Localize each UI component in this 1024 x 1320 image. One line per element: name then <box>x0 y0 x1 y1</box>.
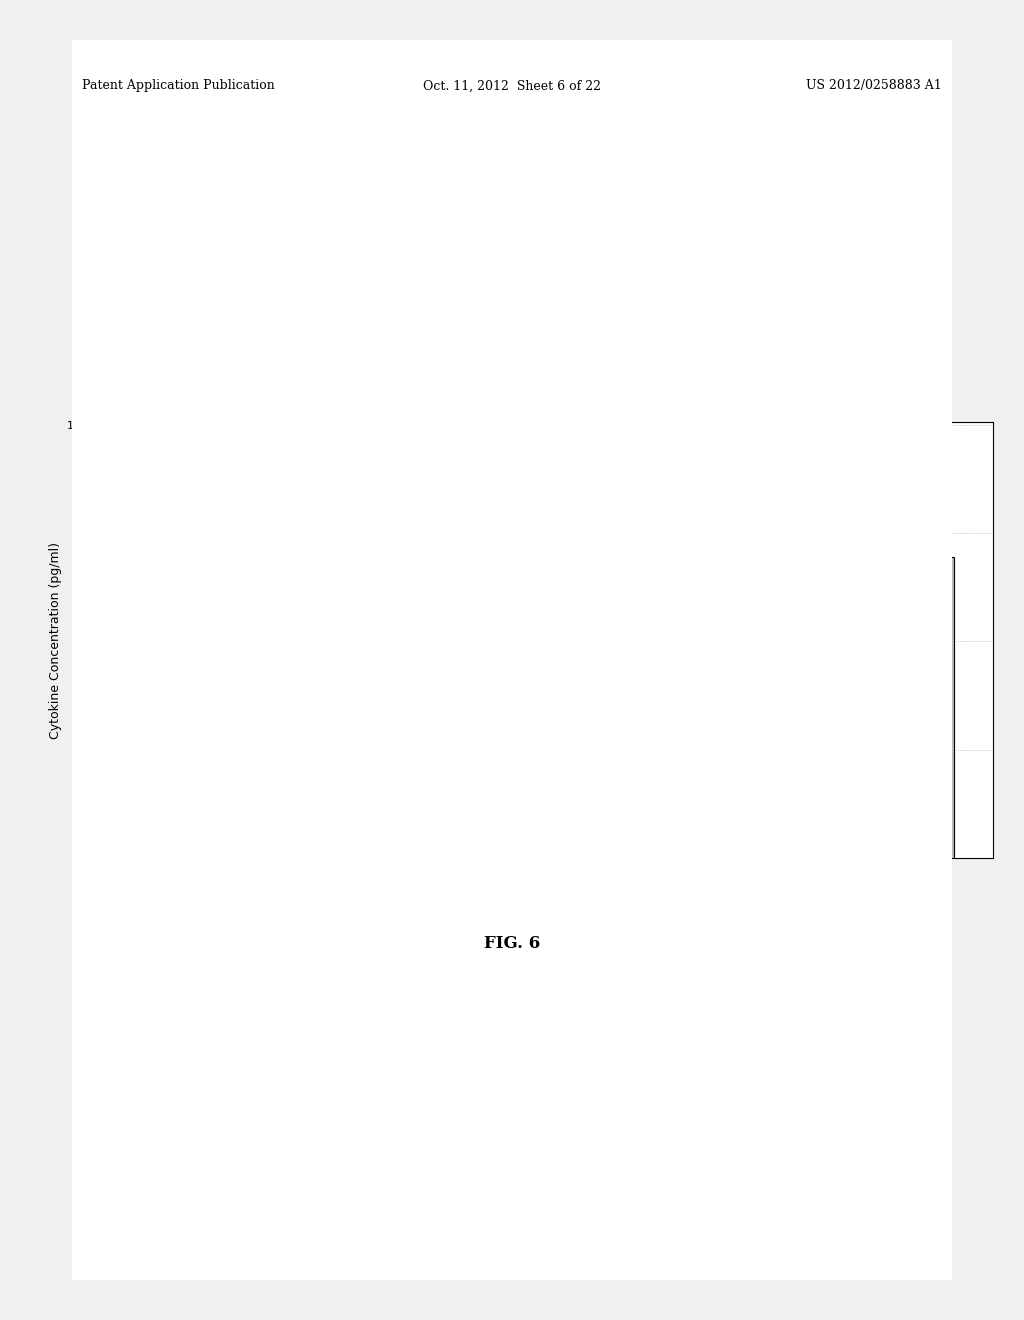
Bar <box>551 854 575 1320</box>
Bar <box>267 804 291 1320</box>
Bar <box>883 630 907 1320</box>
Bar <box>788 669 812 1320</box>
Bar <box>646 722 670 1320</box>
Text: US 2012/0258883 A1: US 2012/0258883 A1 <box>806 79 942 92</box>
Title: First Cluster - Ankylosing Spondylitis Patients: First Cluster - Ankylosing Spondylitis P… <box>366 399 761 414</box>
Y-axis label: Cytokine Concentration (pg/ml): Cytokine Concentration (pg/ml) <box>49 541 61 739</box>
Bar <box>457 752 480 1320</box>
Bar <box>931 557 954 1320</box>
Bar <box>599 690 623 1320</box>
Bar <box>741 809 765 1320</box>
X-axis label: Cytokines: Cytokines <box>532 911 594 924</box>
Bar <box>410 678 433 1320</box>
Bar <box>693 734 717 1320</box>
Bar <box>314 855 338 1320</box>
Bar <box>504 758 527 1320</box>
Text: Oct. 11, 2012  Sheet 6 of 22: Oct. 11, 2012 Sheet 6 of 22 <box>423 79 601 92</box>
Bar <box>836 678 859 1320</box>
Text: Patent Application Publication: Patent Application Publication <box>82 79 274 92</box>
Text: FIG. 6: FIG. 6 <box>484 936 540 952</box>
Bar <box>219 763 244 1320</box>
Bar <box>361 698 385 1320</box>
Bar <box>172 855 196 1320</box>
